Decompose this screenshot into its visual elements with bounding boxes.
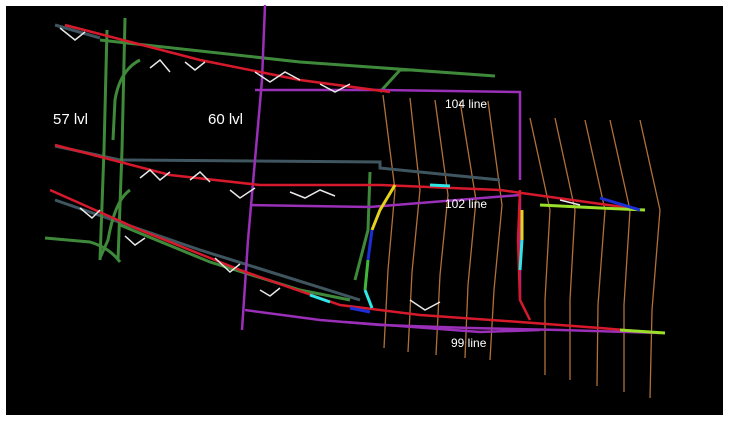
ramp-segment-blue <box>366 229 374 261</box>
survey-stub <box>409 299 441 311</box>
survey-stub <box>214 257 241 273</box>
survey-stub-group <box>59 27 581 311</box>
level-57-curve <box>111 58 141 141</box>
ramp-segment-blue-102 <box>599 196 641 212</box>
ramp-segment-lime-99 <box>619 328 666 335</box>
shaft-57-vertical-right <box>116 17 127 261</box>
ramp-segment-lime <box>539 203 646 212</box>
level-57-upper <box>378 68 415 94</box>
level-57-bottom <box>44 236 122 263</box>
survey-stub <box>59 27 86 41</box>
crosscut <box>529 117 551 375</box>
drive-purple-group <box>240 4 661 335</box>
crosscut <box>584 119 606 387</box>
crosscut <box>487 100 503 361</box>
survey-stub <box>139 168 171 182</box>
survey-stub <box>254 71 301 83</box>
shaft-57-vertical-left <box>98 29 109 261</box>
crosscut <box>609 119 631 392</box>
crosscut-group <box>382 94 661 399</box>
survey-stub <box>319 83 351 93</box>
main-drive-ramp-right <box>516 189 532 321</box>
survey-stub <box>289 189 336 199</box>
crosscut <box>434 99 449 356</box>
ramp-line <box>54 23 101 40</box>
main-drive-99 <box>49 188 661 335</box>
ramp-line <box>54 198 361 302</box>
ramp-segment-green <box>363 259 370 291</box>
level-60-drive-top <box>255 88 522 180</box>
survey-stub <box>259 287 281 297</box>
survey-stub <box>149 58 171 73</box>
ramp-segment-cyan <box>363 289 374 309</box>
survey-stub <box>189 170 211 183</box>
survey-stub <box>559 199 581 206</box>
drive-99-lower <box>344 320 541 334</box>
ramp-segment-yellow <box>370 184 397 231</box>
survey-stub <box>184 61 206 71</box>
ramp-segment-cyan-99 <box>309 293 331 304</box>
crosscut <box>459 100 477 359</box>
crosscut <box>554 117 576 380</box>
label-104-line: 104 line <box>445 97 487 111</box>
ramp-segment-cyan-right <box>518 239 524 271</box>
crosscut <box>407 97 421 353</box>
survey-stub <box>79 207 101 220</box>
level-57-ramp <box>353 171 372 281</box>
level-57-drive-top <box>99 38 496 78</box>
label-99-line: 99 line <box>451 336 487 350</box>
ramp-color-group <box>309 183 666 335</box>
crosscut <box>639 119 661 399</box>
ramp-segment-blue-99 <box>349 306 371 314</box>
label-57-lvl: 57 lvl <box>53 111 88 128</box>
label-102-line: 102 line <box>445 197 487 211</box>
ramp-segment-cyan-102 <box>429 183 451 188</box>
shaft-57-group <box>44 17 496 302</box>
crosscut <box>382 94 396 349</box>
survey-stub <box>229 187 256 199</box>
survey-stub <box>124 235 146 246</box>
level-99-drive <box>244 308 661 335</box>
shaft-60-vertical <box>240 4 267 331</box>
level-57-curve-2 <box>98 188 131 259</box>
label-60-lvl: 60 lvl <box>208 111 243 128</box>
